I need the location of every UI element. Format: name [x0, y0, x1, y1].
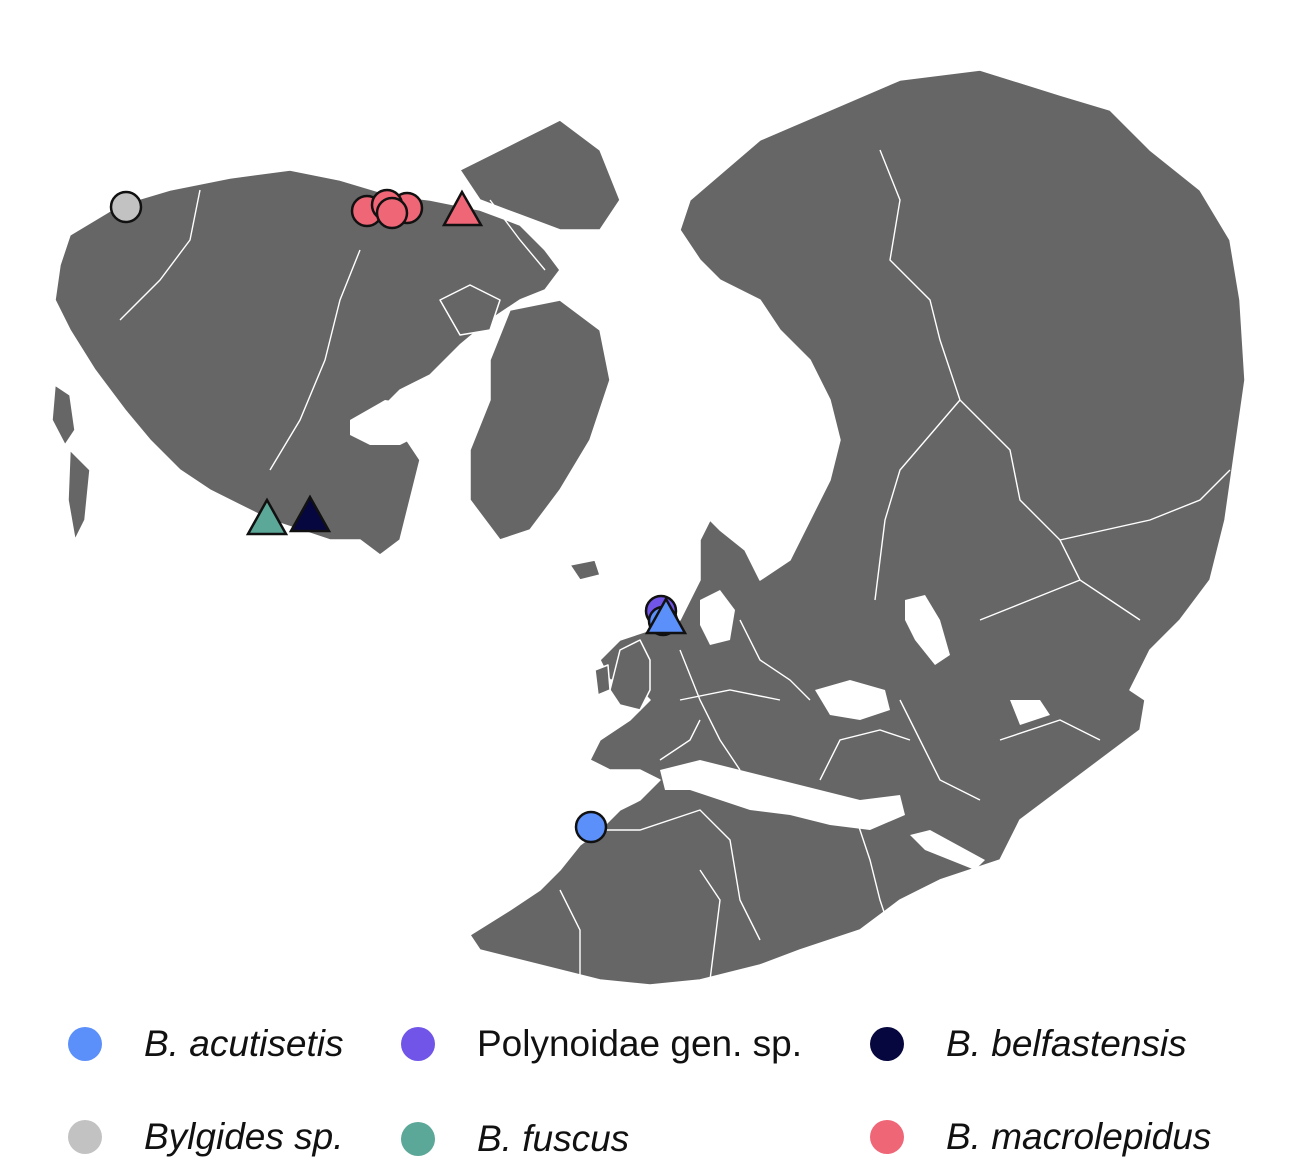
legend-label-bylgides: Bylgides sp. — [144, 1116, 344, 1157]
landmass-greenland — [469, 299, 611, 541]
landmass-eurasia — [469, 69, 1246, 986]
marker-bylgides-circle — [109, 190, 143, 224]
persian-gulf — [1010, 700, 1050, 725]
caspian-sea — [905, 595, 950, 665]
marker-belfastensis-triangle — [288, 494, 332, 533]
red-sea — [910, 830, 985, 870]
baltic-sea — [700, 590, 735, 645]
map — [51, 69, 1246, 986]
landmass-ireland — [594, 664, 611, 696]
legend-label-polynoidae: Polynoidae gen. sp. — [477, 1023, 803, 1064]
legend-item-belfastensis: B. belfastensis — [870, 1023, 1187, 1065]
marker-fuscus-triangle — [245, 497, 289, 536]
markers — [109, 188, 688, 844]
landmass-iceland — [569, 559, 601, 581]
legend: B. acutisetis Polynoidae gen. sp. B. bel… — [0, 1000, 1299, 1172]
seas — [350, 400, 1050, 870]
legend-label-macrolepidus: B. macrolepidus — [946, 1116, 1212, 1157]
legend-item-fuscus: B. fuscus — [401, 1118, 629, 1160]
legend-swatch-belfastensis — [870, 1027, 904, 1061]
borders — [119, 149, 1231, 981]
legend-label-acutisetis: B. acutisetis — [144, 1023, 344, 1064]
marker-acutisetis-circle-south — [574, 810, 608, 844]
legend-swatch-macrolepidus — [870, 1120, 904, 1154]
landmass-island-2 — [439, 284, 501, 336]
legend-swatch-acutisetis — [68, 1027, 102, 1061]
legend-label-belfastensis: B. belfastensis — [946, 1023, 1187, 1064]
legend-item-bylgides: Bylgides sp. — [68, 1116, 344, 1158]
hudson-bay — [350, 400, 430, 445]
mediterranean-sea — [660, 760, 905, 830]
marker-macrolepidus-circle-4 — [375, 196, 409, 230]
legend-item-acutisetis: B. acutisetis — [68, 1023, 343, 1065]
black-sea — [815, 680, 890, 720]
landmass-britain — [609, 639, 651, 711]
landmass-alaska-south — [51, 384, 76, 446]
legend-item-macrolepidus: B. macrolepidus — [870, 1116, 1211, 1158]
legend-item-polynoidae: Polynoidae gen. sp. — [401, 1023, 802, 1065]
land — [51, 69, 1246, 986]
landmass-arctic-islands — [459, 119, 621, 231]
legend-swatch-polynoidae — [401, 1027, 435, 1061]
marker-macrolepidus-triangle — [441, 189, 484, 227]
landmass-aleutians — [67, 449, 91, 541]
marker-acutisetis-triangle — [644, 596, 688, 635]
legend-label-fuscus: B. fuscus — [477, 1118, 630, 1159]
legend-swatch-fuscus — [401, 1122, 435, 1156]
legend-swatch-bylgides — [68, 1120, 102, 1154]
